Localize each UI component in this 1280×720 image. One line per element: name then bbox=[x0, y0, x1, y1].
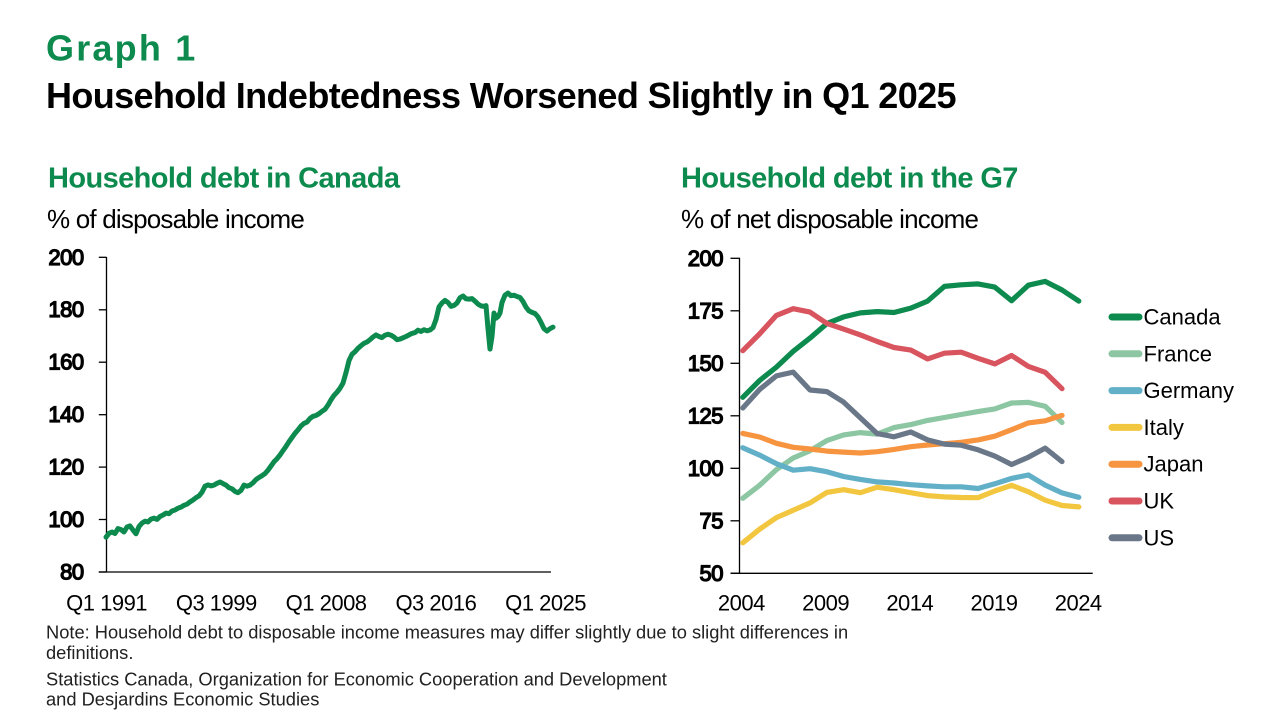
svg-text:France: France bbox=[1144, 341, 1212, 366]
svg-text:125: 125 bbox=[688, 403, 723, 428]
svg-text:Statistics Canada, Organizatio: Statistics Canada, Organization for Econ… bbox=[46, 669, 667, 690]
svg-text:2024: 2024 bbox=[1055, 591, 1102, 616]
svg-text:Japan: Japan bbox=[1144, 452, 1204, 477]
svg-text:Graph 1: Graph 1 bbox=[46, 28, 197, 69]
svg-text:Household debt in Canada: Household debt in Canada bbox=[48, 162, 401, 194]
svg-text:US: US bbox=[1144, 525, 1175, 550]
svg-text:Q1 1991: Q1 1991 bbox=[66, 591, 147, 616]
svg-text:and Desjardins Economic Studie: and Desjardins Economic Studies bbox=[46, 689, 319, 710]
svg-text:175: 175 bbox=[688, 298, 723, 323]
svg-text:2014: 2014 bbox=[886, 591, 933, 616]
svg-text:2009: 2009 bbox=[802, 591, 849, 616]
svg-text:Household Indebtedness Worsene: Household Indebtedness Worsened Slightly… bbox=[46, 75, 957, 116]
svg-text:140: 140 bbox=[48, 402, 83, 427]
svg-text:Q3 2016: Q3 2016 bbox=[395, 591, 476, 616]
svg-text:Germany: Germany bbox=[1144, 378, 1234, 403]
svg-text:100: 100 bbox=[48, 507, 83, 532]
svg-text:80: 80 bbox=[60, 560, 84, 585]
svg-text:Q1 2008: Q1 2008 bbox=[286, 591, 367, 616]
svg-text:% of disposable income: % of disposable income bbox=[47, 204, 304, 234]
svg-text:150: 150 bbox=[688, 351, 723, 376]
svg-text:Q3 1999: Q3 1999 bbox=[176, 591, 257, 616]
svg-text:160: 160 bbox=[48, 350, 83, 375]
svg-text:Q1 2025: Q1 2025 bbox=[505, 591, 586, 616]
svg-text:UK: UK bbox=[1144, 489, 1175, 514]
svg-text:100: 100 bbox=[688, 456, 723, 481]
svg-text:2004: 2004 bbox=[718, 591, 765, 616]
svg-text:50: 50 bbox=[700, 561, 724, 586]
svg-text:75: 75 bbox=[700, 508, 724, 533]
svg-text:180: 180 bbox=[48, 297, 83, 322]
svg-text:definitions.: definitions. bbox=[46, 642, 133, 663]
svg-text:% of net disposable income: % of net disposable income bbox=[681, 204, 979, 234]
svg-text:200: 200 bbox=[48, 245, 83, 270]
svg-text:Canada: Canada bbox=[1144, 305, 1222, 330]
svg-text:200: 200 bbox=[688, 246, 723, 271]
svg-text:120: 120 bbox=[48, 455, 83, 480]
svg-text:Household debt in the G7: Household debt in the G7 bbox=[681, 162, 1018, 194]
svg-text:Italy: Italy bbox=[1144, 415, 1184, 440]
svg-text:2019: 2019 bbox=[971, 591, 1018, 616]
svg-text:Note: Household debt to dispos: Note: Household debt to disposable incom… bbox=[46, 622, 848, 643]
